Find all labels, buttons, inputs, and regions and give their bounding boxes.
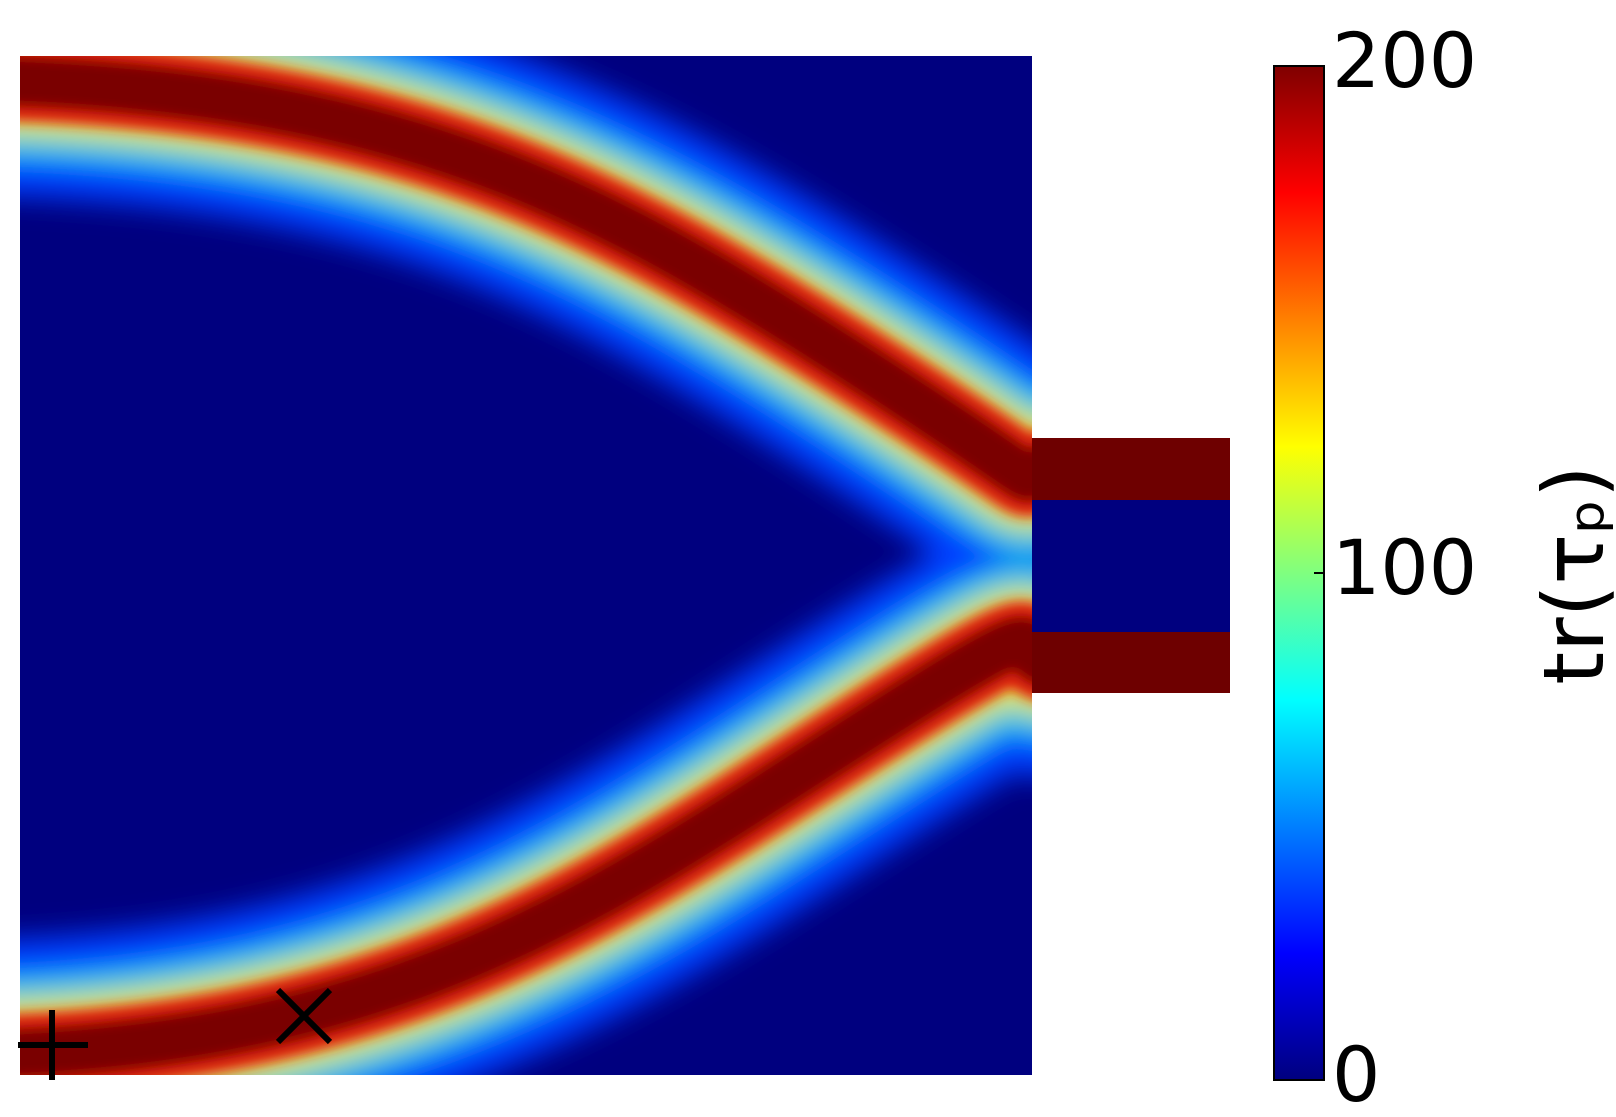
colorbar-tick-label: 0 xyxy=(1332,1030,1380,1117)
colorbar-label: tr(τₚ) xyxy=(1525,465,1616,685)
field xyxy=(20,56,1230,1075)
colorbar-tick-label: 200 xyxy=(1332,16,1477,105)
colorbar-tick-label: 100 xyxy=(1332,523,1477,612)
markers xyxy=(18,987,333,1080)
